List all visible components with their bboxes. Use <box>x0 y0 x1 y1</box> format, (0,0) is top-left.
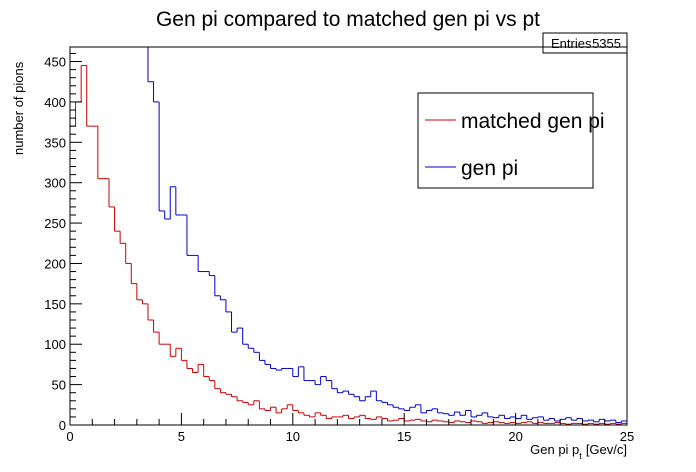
x-tick-label: 25 <box>620 429 634 444</box>
x-axis-label: Gen pi pt [Gev/c] <box>530 442 627 461</box>
x-label-subscript: t <box>579 451 582 461</box>
y-tick-label: 450 <box>44 55 66 70</box>
histogram-series <box>70 47 627 425</box>
y-tick-label: 400 <box>44 95 66 110</box>
chart-title: Gen pi compared to matched gen pi vs pt <box>156 8 540 31</box>
y-tick-label: 300 <box>44 176 66 191</box>
plot-frame <box>69 46 628 426</box>
x-tick-label: 15 <box>397 429 411 444</box>
x-label-main: Gen pi p <box>530 442 579 457</box>
x-tick-label: 20 <box>508 429 522 444</box>
stats-label: Entries <box>551 36 592 51</box>
x-label-unit: [Gev/c] <box>586 442 627 457</box>
y-axis-label: number of pions <box>11 61 26 155</box>
x-tick-label: 0 <box>66 429 73 444</box>
legend: matched gen pi gen pi <box>417 92 605 189</box>
y-tick-label: 50 <box>52 378 66 393</box>
y-tick-label: 200 <box>44 256 66 271</box>
stats-value: 5355 <box>592 36 621 51</box>
x-tick-label: 10 <box>286 429 300 444</box>
legend-label: gen pi <box>461 157 518 180</box>
y-tick-label: 100 <box>44 337 66 352</box>
y-tick-label: 350 <box>44 135 66 150</box>
x-tick-label: 5 <box>178 429 185 444</box>
y-tick-label: 250 <box>44 216 66 231</box>
y-tick-label: 0 <box>59 418 66 433</box>
y-tick-label: 150 <box>44 297 66 312</box>
legend-label: matched gen pi <box>461 110 605 133</box>
legend-box <box>417 92 594 189</box>
stats-box <box>542 32 628 54</box>
